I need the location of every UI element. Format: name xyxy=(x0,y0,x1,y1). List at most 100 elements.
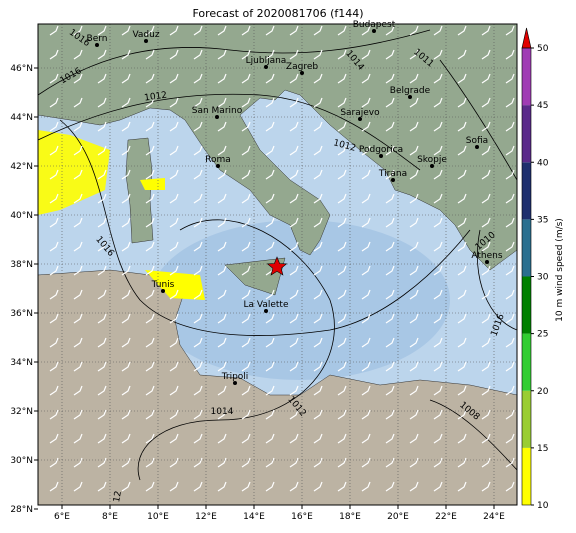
wind-barb xyxy=(385,337,395,348)
lon-tick-label: 22°E xyxy=(435,512,457,522)
wind-barb xyxy=(265,409,275,420)
wind-barb xyxy=(265,145,275,156)
wind-barb xyxy=(337,145,347,156)
wind-barb xyxy=(457,169,467,180)
wind-barb xyxy=(145,265,155,276)
wind-barb xyxy=(481,73,491,84)
wind-barb xyxy=(505,361,515,372)
wind-barb xyxy=(289,337,299,348)
wind-barb xyxy=(241,193,251,204)
wind-barb xyxy=(49,265,59,276)
wind-barb xyxy=(97,337,107,348)
wind-barb xyxy=(145,73,155,84)
wind-barb xyxy=(313,289,323,300)
lat-tick-label: 46°N xyxy=(10,64,33,74)
city-dot xyxy=(379,154,383,158)
wind-barb xyxy=(145,409,155,420)
lon-tick-label: 8°E xyxy=(102,512,118,522)
wind-barb xyxy=(505,169,515,180)
wind-barb xyxy=(457,337,467,348)
wind-barb xyxy=(505,385,515,396)
wind-barb xyxy=(145,217,155,228)
wind-barb xyxy=(121,121,131,132)
wind-barb xyxy=(457,385,467,396)
wind-barb xyxy=(265,289,275,300)
wind-barb xyxy=(265,49,275,60)
wind-barbs xyxy=(49,25,515,492)
wind-barb xyxy=(481,49,491,60)
wind-barb xyxy=(121,385,131,396)
wind-barb xyxy=(457,193,467,204)
wind-barb xyxy=(505,409,515,420)
wind-barb xyxy=(481,97,491,108)
city-label: Roma xyxy=(205,155,231,165)
wind-barb xyxy=(97,169,107,180)
wind-barb xyxy=(433,313,443,324)
wind-barb xyxy=(337,361,347,372)
wind-barb xyxy=(433,385,443,396)
wind-barb xyxy=(385,49,395,60)
city-label: Tripoli xyxy=(221,372,249,382)
wind-barb xyxy=(385,217,395,228)
wind-barb xyxy=(73,289,83,300)
wind-barb xyxy=(97,73,107,84)
wind-barb xyxy=(193,409,203,420)
wind-barb xyxy=(49,97,59,108)
wind-barb xyxy=(49,25,59,36)
wind-barb xyxy=(313,217,323,228)
wind-barb xyxy=(121,265,131,276)
wind-barb xyxy=(241,313,251,324)
city-label: Sofia xyxy=(466,136,488,146)
wind-barb xyxy=(121,169,131,180)
city-label: Skopje xyxy=(417,155,447,165)
wind-barb xyxy=(73,265,83,276)
wind-barb xyxy=(265,217,275,228)
wind-barb xyxy=(145,169,155,180)
wind-barb xyxy=(313,25,323,36)
wind-barb xyxy=(169,337,179,348)
wind-barb xyxy=(313,337,323,348)
wind-barb xyxy=(121,337,131,348)
wind-barb xyxy=(481,121,491,132)
wind-barb xyxy=(73,241,83,252)
wind-barb xyxy=(169,121,179,132)
wind-barb xyxy=(409,409,419,420)
wind-barb xyxy=(433,97,443,108)
wind-barb xyxy=(145,361,155,372)
wind-barb xyxy=(241,289,251,300)
wind-barb xyxy=(73,25,83,36)
wind-barb xyxy=(193,121,203,132)
wind-barb xyxy=(49,145,59,156)
wind-barb xyxy=(337,457,347,468)
wind-barb xyxy=(457,409,467,420)
wind-barb xyxy=(289,121,299,132)
wind-barb xyxy=(337,289,347,300)
wind-barb xyxy=(145,385,155,396)
wind-barb xyxy=(169,313,179,324)
wind-barb xyxy=(97,97,107,108)
wind-barb xyxy=(409,193,419,204)
wind-barb xyxy=(433,73,443,84)
wind-barb xyxy=(145,121,155,132)
city-dot xyxy=(430,164,434,168)
wind-barb xyxy=(361,337,371,348)
wind-barb xyxy=(385,265,395,276)
wind-barb xyxy=(505,25,515,36)
lon-tick-label: 16°E xyxy=(291,512,313,522)
lon-tick-label: 6°E xyxy=(54,512,70,522)
wind-barb xyxy=(73,169,83,180)
colorbar-segment xyxy=(522,219,531,277)
wind-barb xyxy=(385,193,395,204)
wind-barb xyxy=(313,169,323,180)
city-dot xyxy=(216,164,220,168)
wind-barb xyxy=(217,169,227,180)
lon-tick-label: 20°E xyxy=(387,512,409,522)
wind-barb xyxy=(385,25,395,36)
wind-barb xyxy=(241,145,251,156)
wind-barb xyxy=(385,289,395,300)
wind-barb xyxy=(97,481,107,492)
city-dot xyxy=(215,115,219,119)
wind-barb xyxy=(313,265,323,276)
wind-barb xyxy=(193,289,203,300)
